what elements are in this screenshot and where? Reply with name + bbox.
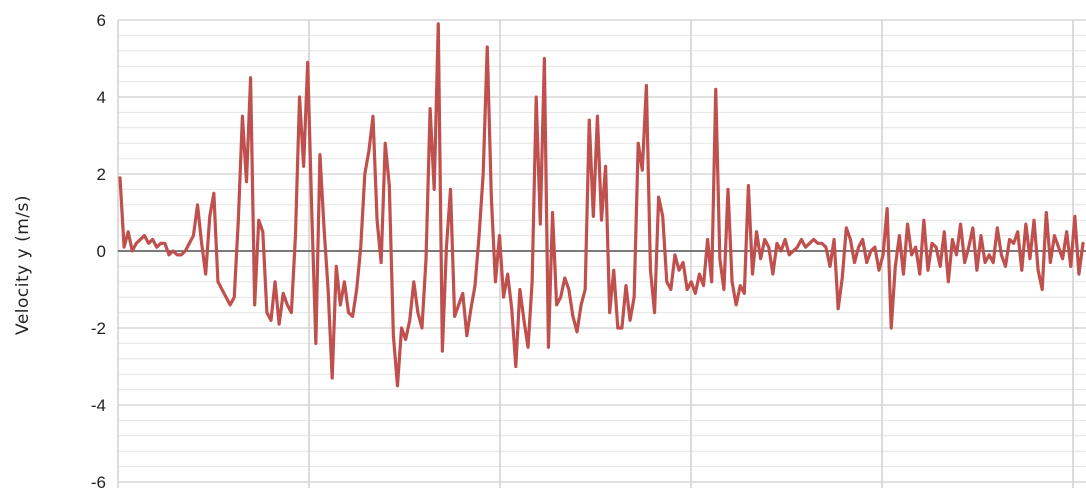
y-axis-label: Velocity y (m/s) — [13, 195, 33, 335]
y-tick-label: -2 — [91, 319, 106, 338]
series-line-velocity — [118, 22, 1085, 388]
y-tick-labels: 6 4 2 0 -2 -4 -6 — [91, 11, 106, 488]
y-tick-label: 6 — [97, 11, 106, 30]
y-tick-label: 2 — [97, 165, 106, 184]
y-tick-label: 0 — [97, 242, 106, 261]
y-tick-label: -6 — [91, 473, 106, 488]
y-tick-label: 4 — [97, 88, 106, 107]
y-tick-label: -4 — [91, 396, 106, 415]
